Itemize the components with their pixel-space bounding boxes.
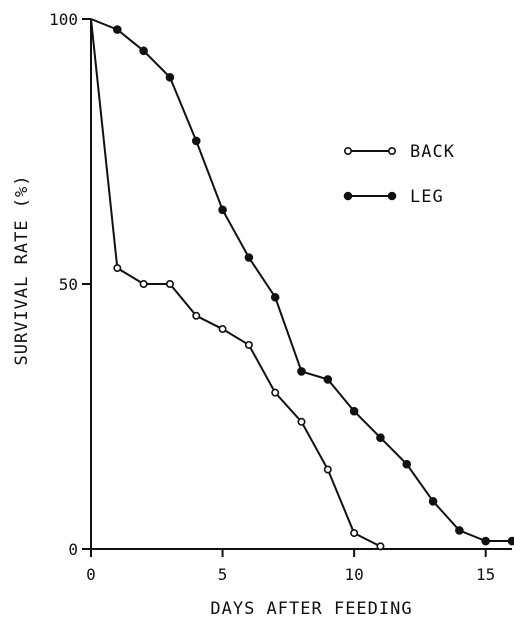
- data-point-back: [113, 264, 122, 273]
- data-point-leg: [349, 406, 359, 416]
- data-point-back: [350, 529, 359, 538]
- axes: 0 50 100 0 5 10 15 DAYS AFTER FEEDING SURVIVAL R…: [12, 10, 512, 619]
- legend-marker: [387, 191, 397, 201]
- data-point-leg: [402, 459, 412, 469]
- data-point-back: [192, 311, 201, 320]
- data-point-back: [165, 279, 174, 288]
- series-back: [90, 18, 385, 551]
- legend-marker: [387, 147, 396, 156]
- data-point-back: [271, 388, 280, 397]
- x-tick-label: 10: [344, 565, 363, 584]
- series-line-back: [90, 18, 381, 548]
- x-tick-label: 0: [86, 565, 96, 584]
- series-leg: [90, 18, 514, 546]
- legend-marker: [343, 191, 353, 201]
- data-point-leg: [376, 433, 385, 443]
- data-point-back: [244, 340, 253, 349]
- series-layer: [90, 18, 514, 551]
- data-point-leg: [481, 536, 490, 546]
- data-point-leg: [428, 497, 438, 506]
- legend-marker: [343, 147, 352, 156]
- legend: BACK LEG: [343, 142, 455, 207]
- x-tick-label: 15: [476, 565, 495, 584]
- data-point-back: [218, 325, 227, 334]
- data-point-leg: [507, 536, 514, 546]
- data-point-leg: [455, 526, 464, 535]
- data-point-back: [297, 417, 306, 426]
- x-tick-label: 5: [218, 565, 228, 584]
- y-axis-title: SURVIVAL RATE (%): [12, 175, 32, 366]
- legend-label: LEG: [410, 187, 444, 207]
- data-point-leg: [297, 367, 306, 376]
- data-point-leg: [244, 253, 254, 262]
- data-point-leg: [113, 25, 122, 34]
- x-axis-title: DAYS AFTER FEEDING: [210, 599, 412, 619]
- data-point-leg: [218, 205, 227, 215]
- data-point-leg: [191, 136, 201, 146]
- legend-item-back: BACK: [343, 142, 455, 162]
- data-point-back: [376, 542, 385, 551]
- legend-label: BACK: [410, 142, 455, 162]
- legend-item-leg: LEG: [343, 187, 444, 207]
- series-line-leg: [90, 18, 512, 543]
- data-point-back: [323, 465, 332, 474]
- y-tick-label: 50: [59, 275, 78, 294]
- data-point-leg: [323, 375, 333, 384]
- data-point-leg: [139, 46, 148, 56]
- data-point-back: [139, 279, 148, 288]
- y-tick-label: 0: [68, 540, 78, 559]
- y-tick-label: 100: [49, 10, 78, 29]
- data-point-leg: [270, 292, 280, 302]
- data-point-leg: [165, 73, 175, 82]
